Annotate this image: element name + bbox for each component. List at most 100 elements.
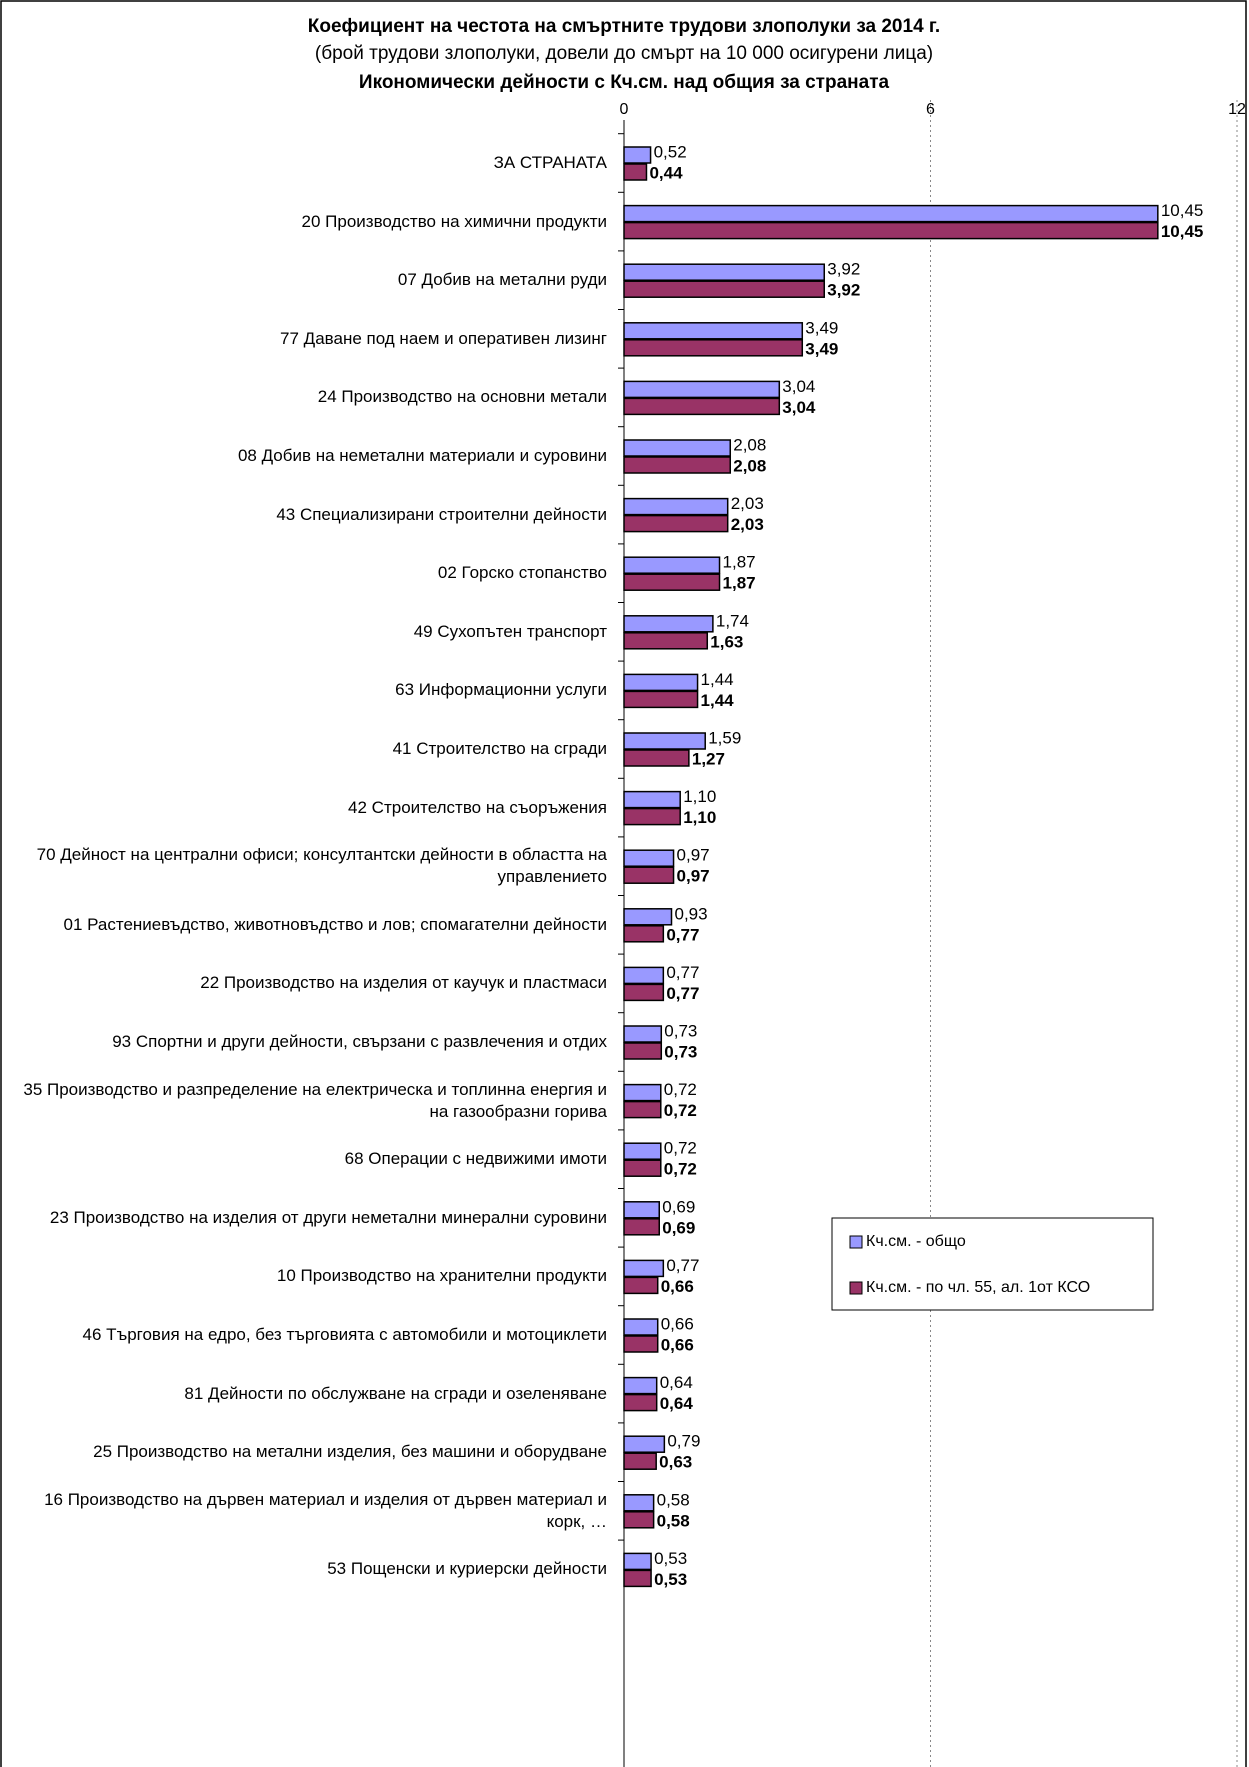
bar bbox=[623, 615, 714, 633]
bar bbox=[623, 280, 825, 298]
bar bbox=[623, 204, 1159, 223]
y-tick-label: 02 Горско стопанство bbox=[437, 563, 607, 583]
bar bbox=[623, 1218, 660, 1236]
bar bbox=[623, 380, 781, 399]
data-label: 1,10 bbox=[683, 808, 716, 827]
data-label: 1,59 bbox=[708, 728, 741, 747]
bar bbox=[623, 1083, 662, 1102]
bar bbox=[623, 1552, 652, 1571]
data-label: 0,97 bbox=[677, 846, 710, 865]
data-label: 0,72 bbox=[664, 1101, 697, 1120]
x-tick-label: 6 bbox=[926, 101, 935, 118]
bar bbox=[623, 925, 665, 943]
bar bbox=[623, 1276, 659, 1295]
bar bbox=[623, 790, 681, 809]
y-tick-label: 63 Информационни услуги bbox=[395, 680, 607, 700]
bar bbox=[623, 632, 709, 650]
bar bbox=[623, 1159, 662, 1177]
data-label: 0,97 bbox=[677, 867, 710, 886]
data-label: 0,77 bbox=[666, 925, 699, 944]
bar bbox=[623, 1335, 659, 1353]
bar bbox=[623, 1201, 660, 1219]
data-label: 0,44 bbox=[649, 163, 683, 182]
legend-swatch bbox=[849, 1281, 863, 1295]
y-tick-label: 53 Пощенски и куриерски дейности bbox=[327, 1559, 607, 1579]
y-tick-label: 01 Растениевъдство, животновъдство и лов… bbox=[63, 914, 607, 934]
bar bbox=[623, 163, 648, 181]
data-label: 1,44 bbox=[701, 691, 735, 710]
data-label: 0,77 bbox=[666, 984, 699, 1003]
legend-label: Кч.см. - по чл. 55, ал. 1от КСО bbox=[866, 1279, 1090, 1296]
y-tick-label: 77 Даване под наем и оперативен лизинг bbox=[280, 328, 607, 348]
data-label: 1,10 bbox=[683, 787, 716, 806]
bar bbox=[623, 1393, 658, 1412]
bar bbox=[623, 1376, 658, 1395]
bar bbox=[623, 439, 732, 457]
data-label: 0,93 bbox=[675, 904, 708, 923]
bar bbox=[623, 1042, 663, 1060]
data-label: 0,69 bbox=[662, 1218, 695, 1237]
data-label: 10,45 bbox=[1161, 222, 1204, 241]
data-label: 1,63 bbox=[710, 632, 743, 651]
legend-box bbox=[831, 1217, 1154, 1311]
bar bbox=[623, 573, 721, 591]
bar bbox=[623, 1511, 655, 1529]
y-tick-label: 16 Производство на дървен материал и изд… bbox=[44, 1489, 607, 1531]
y-tick-label: 20 Производство на химични продукти bbox=[301, 211, 607, 231]
data-label: 0,58 bbox=[657, 1511, 690, 1530]
data-label: 3,04 bbox=[782, 398, 816, 417]
data-label: 0,66 bbox=[661, 1277, 694, 1296]
x-tick-label: 12 bbox=[1228, 101, 1246, 118]
bar bbox=[623, 966, 665, 985]
y-tick-label: 42 Строителство на съоръжения bbox=[348, 797, 607, 817]
data-label: 0,63 bbox=[659, 1453, 692, 1472]
data-label: 0,72 bbox=[664, 1160, 697, 1179]
data-label: 3,49 bbox=[805, 318, 838, 337]
data-label: 0,66 bbox=[661, 1314, 694, 1333]
bar bbox=[623, 673, 699, 692]
bar bbox=[623, 339, 804, 357]
y-tick-label: 43 Специализирани строителни дейности bbox=[276, 504, 607, 524]
bar bbox=[623, 556, 721, 574]
bar bbox=[623, 456, 732, 474]
bar bbox=[623, 732, 706, 750]
bar bbox=[623, 749, 690, 767]
bar bbox=[623, 983, 665, 1002]
data-label: 10,45 bbox=[1161, 201, 1204, 220]
bar bbox=[623, 1494, 655, 1512]
bar bbox=[623, 849, 675, 867]
data-label: 0,77 bbox=[666, 963, 699, 982]
data-label: 1,27 bbox=[692, 749, 725, 768]
y-tick-label: 70 Дейност на централни офиси; консултан… bbox=[36, 845, 607, 887]
bar bbox=[623, 397, 781, 416]
data-label: 0,77 bbox=[666, 1256, 699, 1275]
bar bbox=[623, 690, 699, 709]
data-label: 0,66 bbox=[661, 1335, 694, 1354]
data-label: 2,03 bbox=[731, 494, 764, 513]
y-tick-label: 07 Добив на метални руди bbox=[397, 270, 607, 290]
data-label: 3,04 bbox=[782, 377, 815, 396]
data-label: 0,69 bbox=[662, 1197, 695, 1216]
data-label: 1,44 bbox=[701, 670, 734, 689]
y-tick-label: 35 Производство и разпределение на елект… bbox=[23, 1079, 607, 1121]
chart-subtitle: (брой трудови злополуки, довели до смърт… bbox=[315, 43, 933, 64]
data-label: 2,08 bbox=[733, 435, 766, 454]
bar bbox=[623, 497, 729, 516]
bar bbox=[623, 514, 729, 533]
y-tick-label: ЗА СТРАНАТА bbox=[493, 153, 607, 172]
bar bbox=[623, 146, 652, 164]
bar bbox=[623, 1025, 663, 1043]
data-label: 1,74 bbox=[716, 611, 749, 630]
bar bbox=[623, 322, 804, 340]
y-tick-label: 41 Строителство на сгради bbox=[392, 739, 607, 758]
data-label: 0,79 bbox=[667, 1432, 700, 1451]
data-label: 0,64 bbox=[660, 1373, 693, 1392]
data-label: 0,64 bbox=[660, 1394, 694, 1413]
y-tick-label: 49 Сухопътен транспорт bbox=[413, 621, 607, 641]
y-tick-label: 23 Производство на изделия от други неме… bbox=[49, 1207, 607, 1227]
x-tick-label: 0 bbox=[620, 101, 629, 118]
data-label: 1,87 bbox=[723, 553, 756, 572]
